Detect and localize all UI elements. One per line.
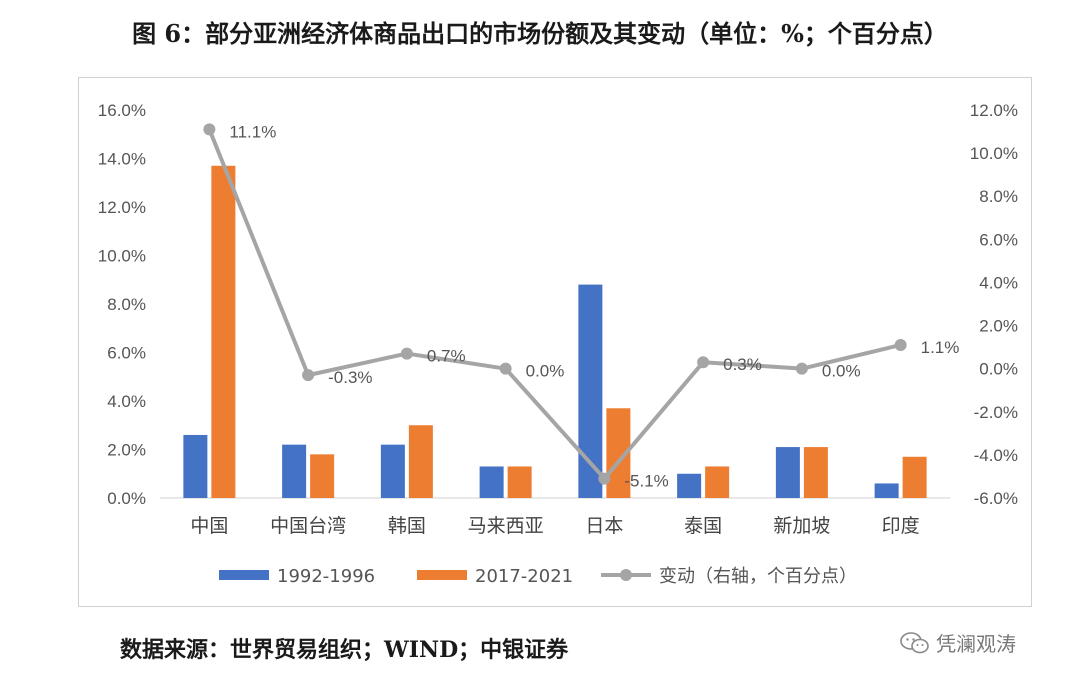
bar-1992-1996 [775,447,800,498]
watermark: 凭澜观涛 [900,628,1016,657]
right-tick-label: -2.0% [974,403,1018,422]
change-point [894,338,907,351]
right-tick-label: 6.0% [979,230,1018,249]
bar-2017-2021 [705,466,730,498]
change-line [207,128,902,481]
change-point [203,123,216,136]
chart-frame [78,77,1032,607]
right-tick-label: 8.0% [979,187,1018,206]
bar-1992-1996 [183,434,208,498]
category-labels: 中国 中国台湾 韩国 马来西亚 日本 泰国 新加坡 印度 [190,515,919,537]
bar-2017-2021 [902,456,927,498]
watermark-text: 凭澜观涛 [936,632,1016,656]
right-tick-label: -4.0% [974,446,1018,465]
category-label: 韩国 [388,515,426,537]
left-tick-label: 16.0% [98,101,146,120]
bar-2017-2021 [310,454,335,498]
category-label: 中国台湾 [270,515,346,537]
legend-swatch-2017-2021 [417,570,467,580]
left-tick-label: 0.0% [107,489,146,508]
bar-1992-1996 [380,444,405,498]
bar-1992-1996 [677,473,702,498]
legend-label-1992-1996: 1992-1996 [277,566,375,587]
right-axis-ticks: -6.0% -4.0% -2.0% 0.0% 2.0% 4.0% 6.0% 8.0% 10.0%… [970,101,1018,508]
bar-2017-2021 [803,447,828,498]
bars [183,165,927,498]
right-tick-label: 0.0% [979,360,1018,379]
left-tick-label: 12.0% [98,198,146,217]
change-point [499,362,512,375]
change-line-series: 11.1% -0.3% 0.7% 0.0% -5.1% 0.3% 0.0% 1.1% [203,122,960,491]
left-tick-label: 10.0% [98,247,146,266]
left-tick-label: 6.0% [107,344,146,363]
change-data-label: 0.7% [427,347,466,366]
change-data-label: 0.0% [526,362,565,381]
left-tick-label: 14.0% [98,150,146,169]
category-label: 泰国 [684,515,722,537]
category-label: 日本 [585,515,623,537]
right-tick-label: 10.0% [970,144,1018,163]
legend-swatch-1992-1996 [219,570,269,580]
left-tick-label: 2.0% [107,441,146,460]
data-source-note: 数据来源：世界贸易组织；WIND；中银证券 [120,637,569,663]
legend: 1992-1996 2017-2021 变动（右轴，个百分点） [219,566,857,587]
change-point [697,356,710,369]
bar-1992-1996 [282,444,307,498]
change-data-label: 1.1% [921,338,960,357]
right-tick-label: 4.0% [979,273,1018,292]
change-data-label: 0.3% [723,355,762,374]
category-label: 马来西亚 [468,515,544,537]
left-tick-label: 8.0% [107,295,146,314]
change-point [400,347,413,360]
right-tick-label: -6.0% [974,489,1018,508]
change-data-label: -0.3% [328,368,372,387]
left-axis-ticks: 0.0% 2.0% 4.0% 6.0% 8.0% 10.0% 12.0% 14.0% 16.0% [98,101,146,508]
category-label: 中国 [190,515,228,537]
bar-2017-2021 [507,466,532,498]
change-data-label: 0.0% [822,362,861,381]
left-tick-label: 4.0% [107,392,146,411]
bar-1992-1996 [479,466,504,498]
right-tick-label: 2.0% [979,317,1018,336]
legend-marker-change [620,569,632,581]
legend-label-change: 变动（右轴，个百分点） [659,566,857,587]
bar-1992-1996 [874,483,899,498]
bar-2017-2021 [211,165,236,498]
wechat-icon [900,631,929,653]
change-point [302,369,315,382]
change-point [795,362,808,375]
change-data-label: -5.1% [624,472,668,491]
change-data-label: 11.1% [229,122,276,141]
legend-label-2017-2021: 2017-2021 [475,566,573,587]
bar-2017-2021 [408,425,433,498]
category-label: 印度 [882,515,920,537]
change-point [598,472,611,485]
category-label: 新加坡 [773,515,830,537]
right-tick-label: 12.0% [970,101,1018,120]
chart-title: 图 6：部分亚洲经济体商品出口的市场份额及其变动（单位：%；个百分点） [132,19,948,48]
